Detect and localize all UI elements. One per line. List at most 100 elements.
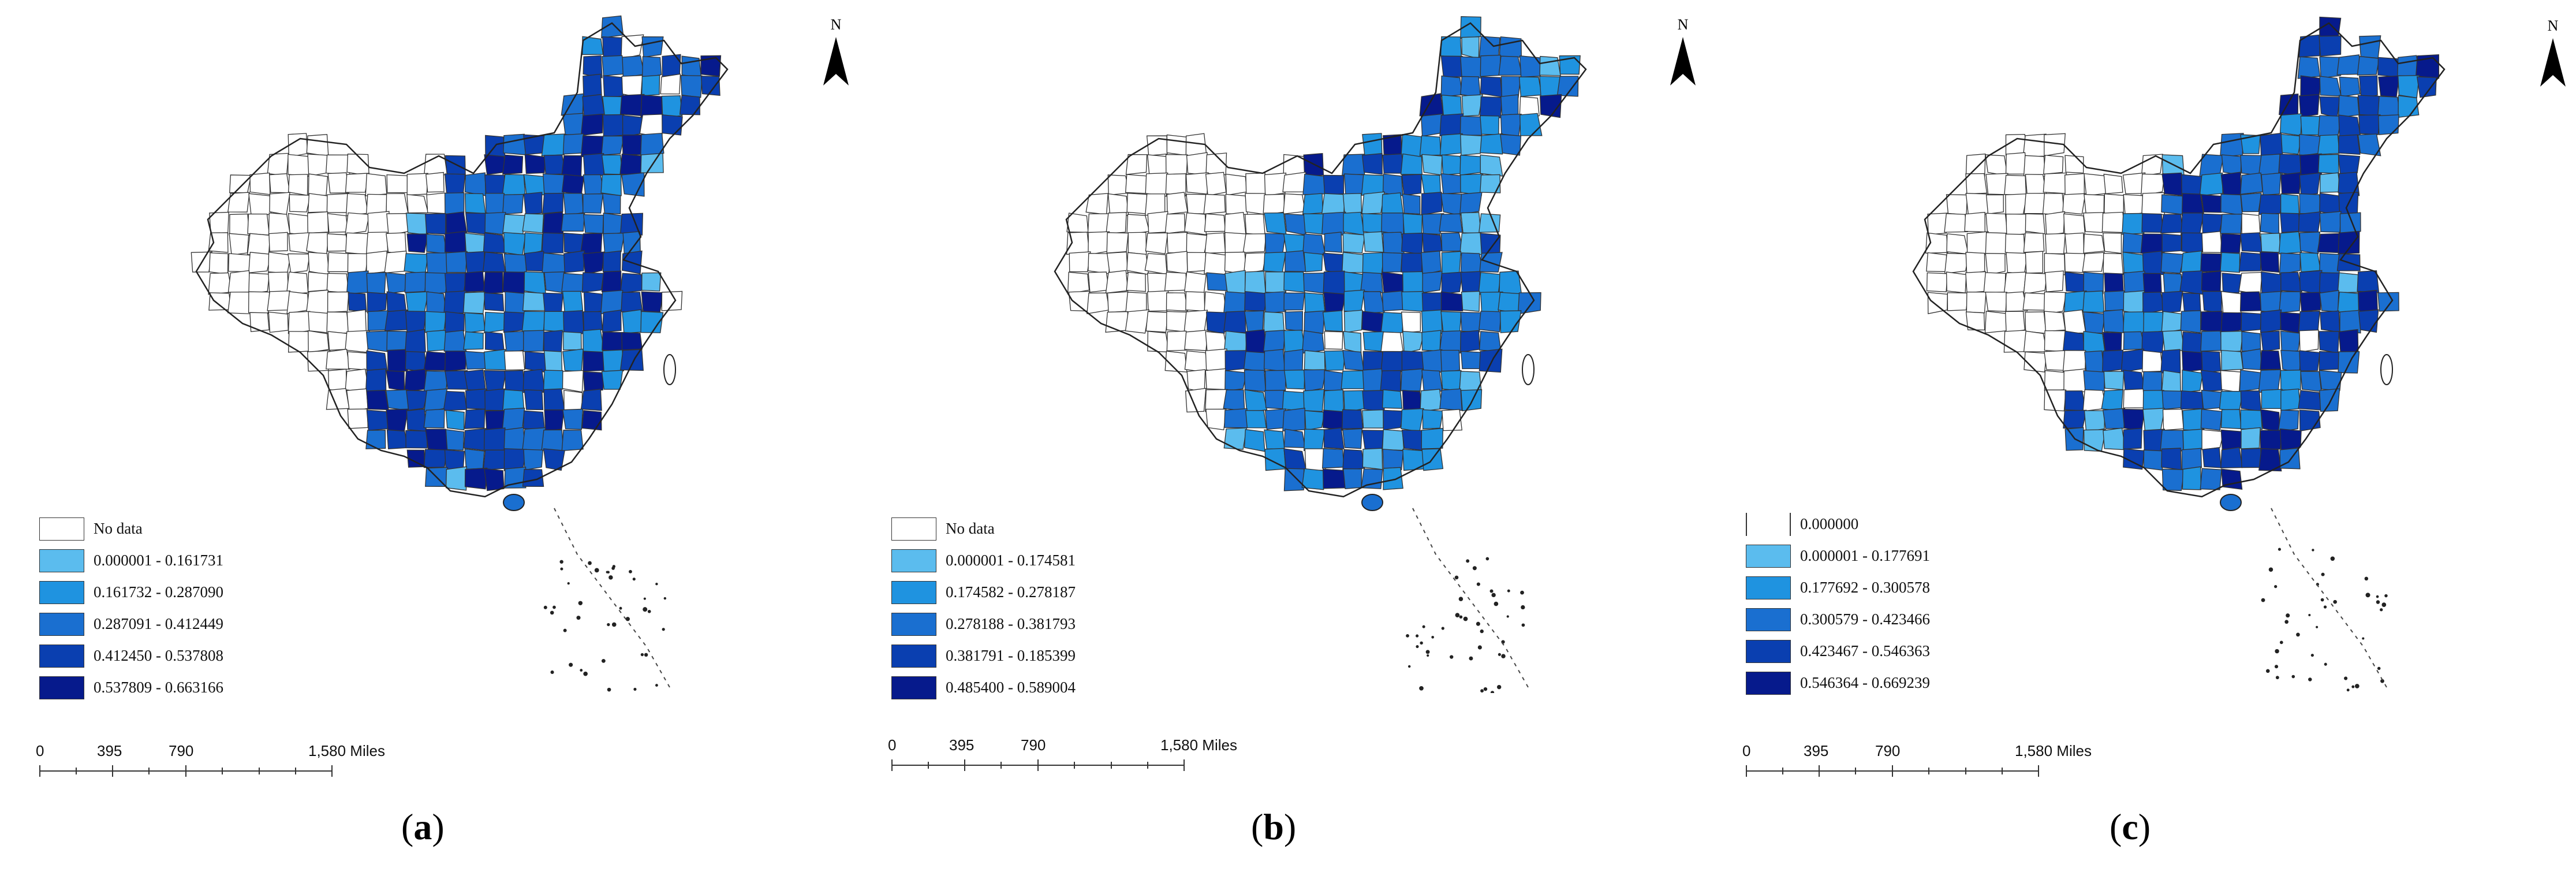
map-region xyxy=(227,291,252,315)
map-region xyxy=(619,213,643,236)
map-region xyxy=(641,291,664,312)
sea-island-dot xyxy=(563,628,567,632)
map-region xyxy=(2005,193,2028,215)
map-region xyxy=(1556,76,1579,97)
map-region xyxy=(2201,351,2222,374)
sea-island-dot xyxy=(663,597,667,600)
island-taiwan xyxy=(663,354,676,385)
map-region xyxy=(1302,173,1327,195)
map-region xyxy=(2317,233,2342,254)
sea-island-dot xyxy=(567,582,570,585)
map-region xyxy=(482,251,506,273)
map-region xyxy=(562,113,584,137)
sea-island-dot xyxy=(607,687,611,692)
map-region xyxy=(483,427,506,452)
map-region xyxy=(2200,409,2223,431)
sea-island-dot xyxy=(1415,634,1419,638)
map-region xyxy=(1459,154,1484,176)
map-region xyxy=(2201,270,2222,293)
map-region xyxy=(1440,311,1462,334)
map-region xyxy=(523,192,543,215)
map-region xyxy=(1362,390,1386,412)
map-region xyxy=(2003,271,2026,295)
legend-row: 0.381791 - 0.185399 xyxy=(891,645,1238,670)
map-region xyxy=(249,172,271,195)
map-region xyxy=(2221,154,2242,176)
map-region xyxy=(443,330,467,352)
map-region xyxy=(1479,331,1502,352)
map-region xyxy=(1088,271,1110,293)
map-region xyxy=(2319,35,2342,57)
sea-island-dot xyxy=(1476,621,1480,626)
sea-island-dot xyxy=(1480,629,1484,634)
panel-label-b: (b) xyxy=(1251,806,1297,847)
legend-label: 0.177692 - 0.300578 xyxy=(1800,579,1930,596)
scale-tick-label: 395 xyxy=(1804,742,1829,759)
map-region xyxy=(2240,390,2262,412)
map-region xyxy=(1145,311,1168,333)
map-region xyxy=(464,271,486,293)
map-region xyxy=(2319,211,2342,233)
map-region xyxy=(1164,213,1186,234)
map-region xyxy=(1184,310,1208,333)
map-region xyxy=(2319,56,2342,79)
map-region xyxy=(405,291,429,312)
map-region xyxy=(288,133,308,158)
map-region xyxy=(2220,330,2243,353)
map-region xyxy=(1361,191,1385,215)
legend-swatch xyxy=(39,645,84,668)
map-region xyxy=(524,154,546,174)
map-region xyxy=(1224,270,1246,295)
mainland-outline xyxy=(1912,22,2446,498)
map-region xyxy=(2338,351,2360,374)
map-region xyxy=(1362,252,1384,275)
map-region xyxy=(2181,448,2202,471)
map-region xyxy=(1283,292,1305,311)
map-region xyxy=(2063,368,2087,393)
legend-label: No data xyxy=(94,520,143,537)
map-region xyxy=(1441,271,1464,295)
map-region xyxy=(2239,291,2263,312)
map-region xyxy=(365,430,386,449)
scale-tick-label: 790 xyxy=(169,742,194,759)
map-region xyxy=(308,252,330,275)
map-region xyxy=(2338,329,2359,353)
map-region xyxy=(1322,409,1343,431)
map-region xyxy=(1517,292,1541,315)
map-region xyxy=(503,350,525,371)
legend-swatch xyxy=(891,676,936,699)
map-region xyxy=(602,349,625,374)
map-region xyxy=(307,193,330,213)
map-region xyxy=(1479,36,1500,58)
map-region xyxy=(2240,192,2262,213)
map-region xyxy=(2261,172,2282,196)
map-region xyxy=(2141,213,2164,233)
map-region xyxy=(288,154,311,177)
sea-island-dot xyxy=(1419,686,1424,691)
map-region xyxy=(2319,351,2342,371)
map-region xyxy=(1283,468,1305,491)
map-region xyxy=(269,192,290,215)
map-region xyxy=(1479,96,1503,118)
sea-island-dot xyxy=(608,575,613,580)
map-region xyxy=(2220,409,2242,430)
map-region xyxy=(229,213,251,236)
sea-island-dot xyxy=(1458,597,1464,601)
map-region xyxy=(2082,290,2105,313)
sea-island-dot xyxy=(2308,614,2311,617)
map-region xyxy=(2378,114,2399,135)
map-region xyxy=(1264,291,1286,314)
map-region xyxy=(1383,467,1403,490)
scale-tick-label: 790 xyxy=(1875,742,1901,759)
map-region xyxy=(2357,55,2380,76)
map-region xyxy=(1203,193,1226,215)
map-region xyxy=(2280,330,2301,353)
map-region xyxy=(1264,429,1285,450)
map-region xyxy=(1343,310,1363,333)
map-region xyxy=(1460,311,1481,333)
legend-label: 0.546364 - 0.669239 xyxy=(1800,674,1930,691)
map-region xyxy=(1303,272,1325,294)
map-region xyxy=(1499,36,1522,59)
map-region xyxy=(2024,192,2046,214)
scale-bar-b: 0 395 790 1,580 Miles xyxy=(888,736,1237,777)
